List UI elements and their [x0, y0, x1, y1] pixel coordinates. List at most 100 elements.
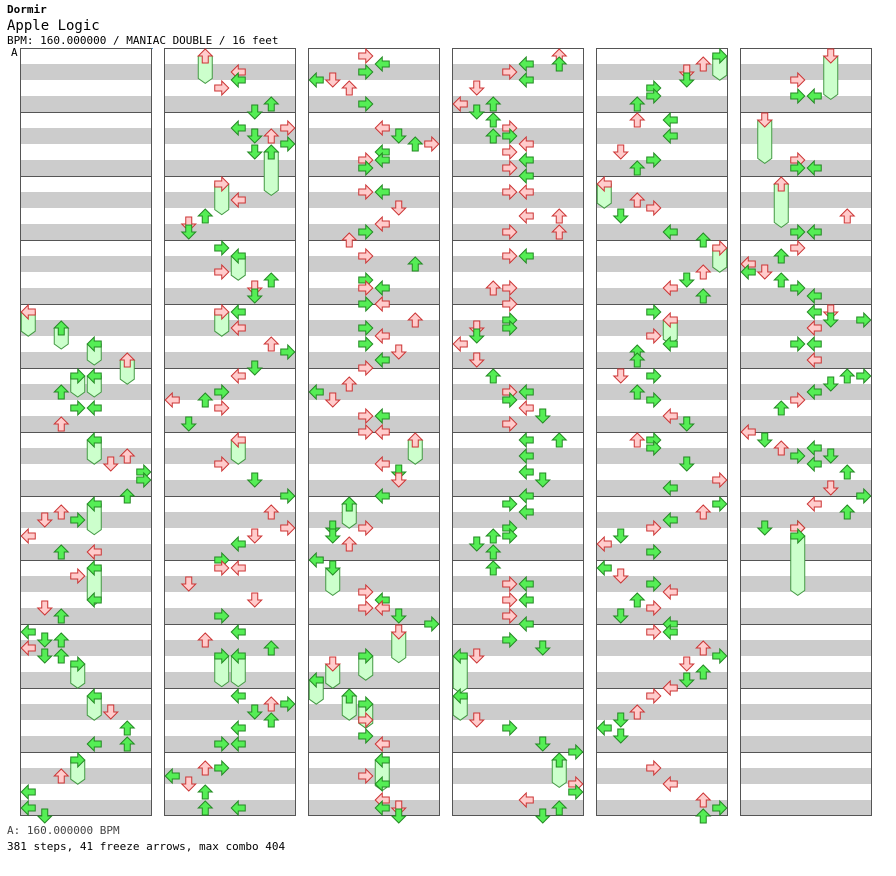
step-arrow [646, 575, 662, 593]
beat-stripe [740, 128, 872, 144]
step-arrow [502, 63, 518, 81]
arrow-head [214, 239, 230, 257]
arrow-head [756, 432, 773, 448]
step-arrow [518, 183, 534, 201]
arrow-head [502, 295, 518, 313]
arrow-head [485, 280, 502, 296]
step-arrow [695, 640, 712, 656]
beat-stripe [308, 400, 440, 416]
arrow-head [308, 671, 324, 689]
arrow-head [214, 735, 230, 753]
step-arrow [86, 543, 102, 561]
arrow-head [407, 256, 424, 272]
arrow-head [629, 112, 646, 128]
arrow-head [790, 279, 806, 297]
artist-name: Dormir [7, 3, 47, 16]
arrow-head [452, 95, 468, 113]
step-arrow [662, 479, 678, 497]
arrow-head [280, 135, 296, 153]
beat-stripe [308, 544, 440, 560]
arrow-head [20, 527, 36, 545]
arrow-head [662, 111, 678, 129]
step-arrow [230, 719, 246, 737]
column-border [596, 48, 728, 816]
arrow-head [806, 159, 822, 177]
beat-stripe [740, 272, 872, 288]
beat-stripe [164, 288, 296, 304]
freeze-arrow [70, 367, 86, 398]
step-arrow [390, 344, 407, 360]
step-arrow [308, 551, 324, 569]
arrow-head [230, 535, 246, 553]
arrow-head [662, 583, 678, 601]
step-arrow [485, 560, 502, 576]
arrow-head [518, 151, 534, 169]
arrow-head [612, 728, 629, 744]
step-arrow [551, 208, 568, 224]
step-arrow [407, 136, 424, 152]
freeze-arrow [197, 48, 214, 85]
beat-stripe [596, 176, 728, 192]
arrow-head [678, 272, 695, 288]
step-arrow [280, 695, 296, 713]
step-arrow [678, 456, 695, 472]
arrow-head [502, 183, 518, 201]
step-arrow [629, 160, 646, 176]
step-arrow [263, 96, 280, 112]
step-arrow [502, 719, 518, 737]
step-arrow [358, 279, 374, 297]
step-arrow [646, 759, 662, 777]
beat-stripe [452, 736, 584, 752]
step-arrow [646, 303, 662, 321]
arrow-head [629, 384, 646, 400]
step-arrow [53, 632, 70, 648]
step-arrow [20, 783, 36, 801]
chart-column [164, 48, 296, 816]
beat-stripe [164, 432, 296, 448]
freeze-arrow [308, 671, 324, 705]
arrow-head [390, 808, 407, 824]
beat-stripe [164, 656, 296, 672]
step-arrow [53, 384, 70, 400]
arrow-head [662, 511, 678, 529]
step-arrow [374, 735, 390, 753]
step-arrow [518, 503, 534, 521]
freeze-arrow [86, 335, 102, 366]
arrow-head [341, 80, 358, 96]
beat-stripe [740, 768, 872, 784]
arrow-head [263, 712, 280, 728]
step-arrow [390, 472, 407, 488]
step-arrow [839, 464, 856, 480]
arrow-head [790, 159, 806, 177]
arrow-head [662, 623, 678, 641]
arrow-head [358, 695, 374, 713]
step-arrow [390, 128, 407, 144]
step-arrow [214, 607, 230, 625]
beat-stripe [596, 736, 728, 752]
beat-stripe [596, 80, 728, 96]
beat-stripe [164, 592, 296, 608]
arrow-head [86, 335, 102, 353]
beat-stripe [596, 368, 728, 384]
beat-stripe [20, 656, 152, 672]
step-arrow [695, 664, 712, 680]
beat-stripe [452, 576, 584, 592]
beat-stripe [452, 640, 584, 656]
arrow-head [374, 599, 390, 617]
beat-stripe [740, 224, 872, 240]
arrow-head [646, 391, 662, 409]
beat-stripe [20, 608, 152, 624]
arrow-head [518, 591, 534, 609]
arrow-head [358, 295, 374, 313]
step-arrow [358, 407, 374, 425]
arrow-head [197, 632, 214, 648]
beat-stripe [452, 320, 584, 336]
arrow-head [374, 295, 390, 313]
step-arrow [374, 599, 390, 617]
arrow-head [214, 399, 230, 417]
arrow-head [374, 799, 390, 817]
arrow-head [662, 127, 678, 145]
beat-stripe [740, 800, 872, 816]
step-arrow [36, 600, 53, 616]
arrow-head [485, 96, 502, 112]
